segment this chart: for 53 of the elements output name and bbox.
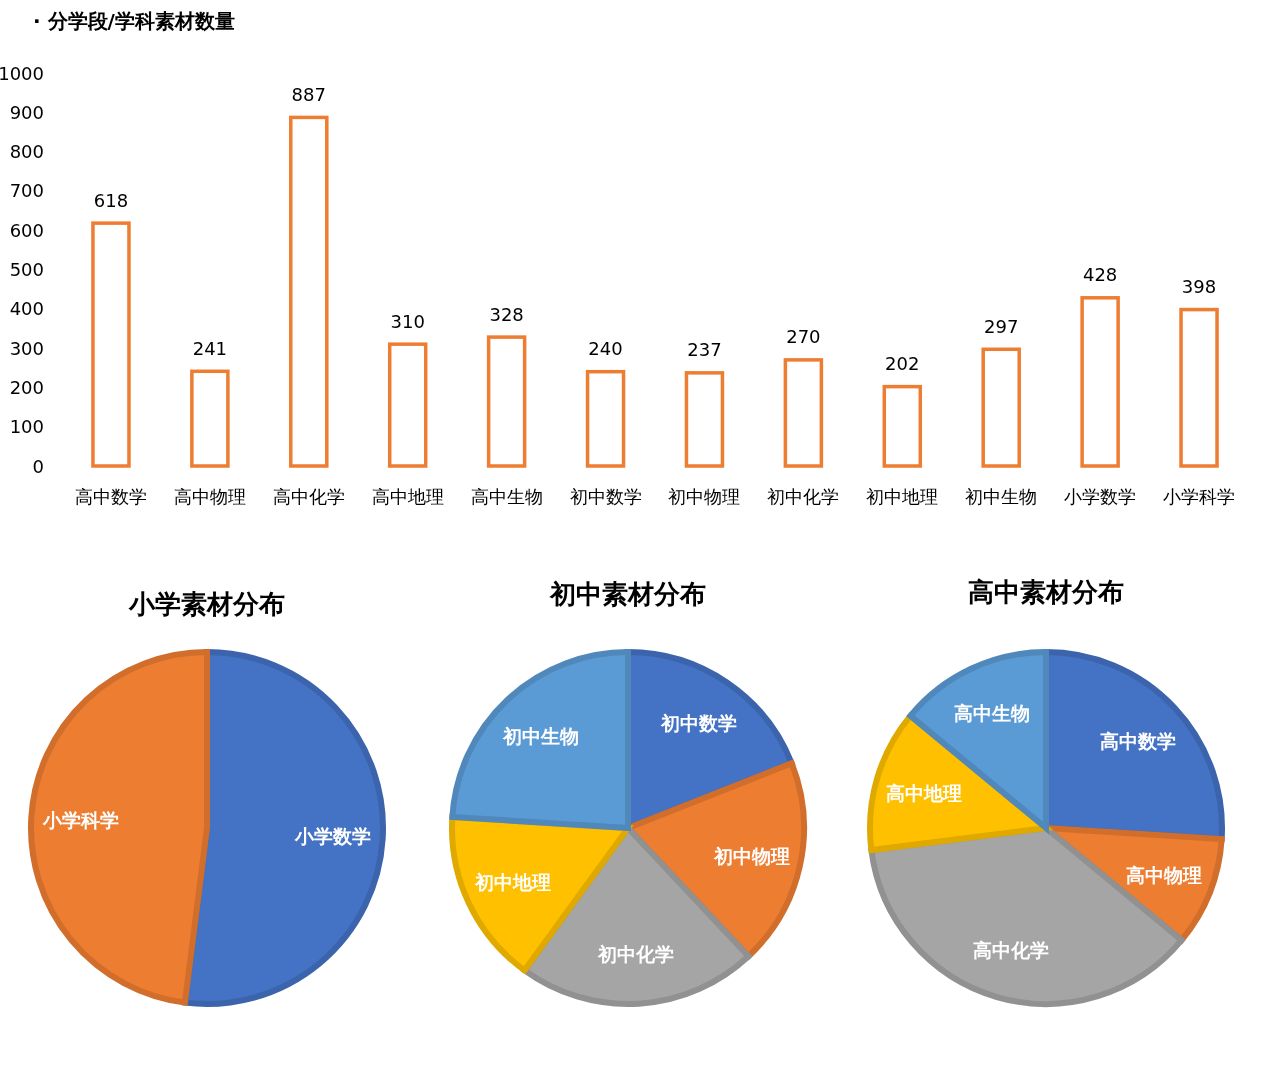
y-tick-label: 400 [9, 298, 44, 320]
data-label: 618 [93, 189, 129, 211]
x-tick-label: 高中数学 [74, 485, 147, 507]
y-tick-label: 700 [9, 180, 44, 202]
data-label: 240 [588, 338, 623, 360]
data-label: 887 [291, 83, 326, 105]
data-label: 237 [687, 339, 722, 361]
chart-title: 初中素材分布 [549, 579, 706, 609]
x-tick-label: 初中生物 [965, 485, 1038, 507]
slice-label: 初中物理 [712, 844, 790, 867]
x-tick-label: 小学数学 [1064, 485, 1137, 507]
y-tick-label: 600 [9, 219, 44, 241]
data-label: 428 [1082, 264, 1118, 286]
y-tick-label: 300 [9, 337, 44, 359]
data-label: 310 [390, 310, 425, 332]
slice-label: 小学数学 [294, 824, 372, 847]
x-tick-label: 高中地理 [371, 485, 444, 507]
slice-label: 初中地理 [474, 870, 552, 893]
slice-label: 初中化学 [596, 943, 674, 966]
y-tick-label: 1000 [0, 62, 44, 84]
chart-title: · 分学段/学科素材数量 [33, 9, 235, 33]
pie-slice [449, 649, 631, 831]
x-tick-label: 高中化学 [272, 485, 345, 507]
data-label: 398 [1181, 276, 1217, 298]
chart-title: 高中素材分布 [968, 577, 1124, 607]
y-tick-label: 200 [9, 376, 44, 398]
x-tick-label: 高中生物 [470, 485, 543, 507]
slice-label: 高中生物 [954, 702, 1031, 725]
x-tick-label: 高中物理 [173, 485, 246, 507]
pie-slice [28, 649, 210, 1006]
data-label: 270 [786, 326, 821, 348]
x-tick-label: 小学科学 [1163, 485, 1236, 507]
data-label: 297 [984, 315, 1019, 337]
slice-label: 初中生物 [502, 724, 580, 747]
y-tick-label: 500 [9, 259, 44, 280]
slice-label: 高中地理 [886, 781, 963, 804]
chart-title: 小学素材分布 [128, 589, 285, 619]
slice-label: 高中数学 [1100, 730, 1177, 753]
x-tick-label: 初中化学 [767, 485, 840, 507]
y-tick-label: 800 [9, 141, 44, 163]
slice-label: 高中物理 [1125, 863, 1202, 886]
data-label: 328 [489, 303, 524, 325]
data-label: 241 [192, 337, 228, 359]
slice-label: 初中数学 [660, 712, 738, 735]
data-label: 202 [885, 353, 920, 375]
slice-label: 高中化学 [972, 938, 1049, 961]
y-tick-label: 900 [9, 101, 44, 123]
x-tick-label: 初中地理 [866, 485, 939, 507]
x-tick-label: 初中数学 [569, 485, 642, 507]
slice-label: 小学科学 [41, 809, 119, 832]
x-tick-label: 初中物理 [668, 485, 741, 507]
y-tick-label: 0 [32, 455, 44, 477]
y-tick-label: 100 [9, 416, 44, 438]
